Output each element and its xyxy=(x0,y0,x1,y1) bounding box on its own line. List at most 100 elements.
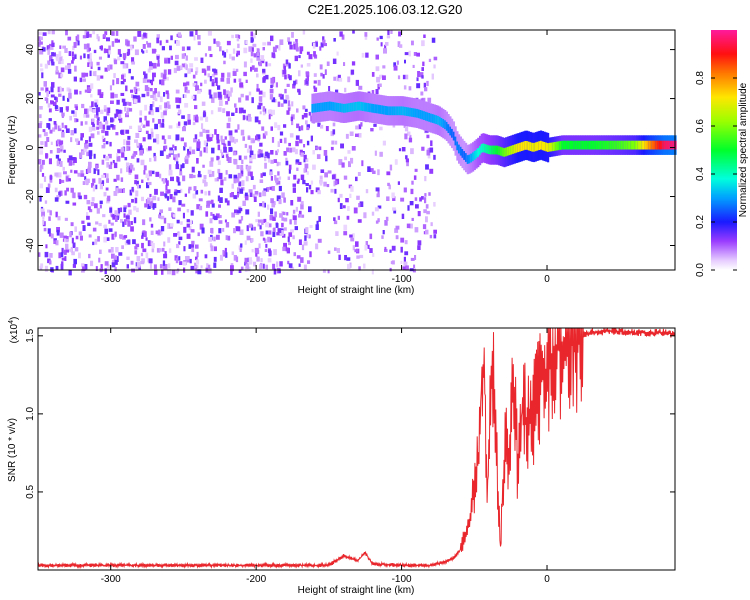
heatmap-noise-cell xyxy=(248,91,252,96)
heatmap-noise-cell xyxy=(108,50,112,55)
heatmap-noise-cell xyxy=(287,100,291,107)
heatmap-noise-cell xyxy=(59,232,64,238)
heatmap-noise-cell xyxy=(262,201,265,208)
heatmap-noise-cell xyxy=(177,207,181,212)
heatmap-noise-cell xyxy=(322,36,325,42)
heatmap-noise-cell xyxy=(416,52,420,57)
heatmap-noise-cell xyxy=(223,52,227,58)
heatmap-noise-cell xyxy=(59,125,63,129)
heatmap-noise-cell xyxy=(317,190,321,195)
heatmap-noise-cell xyxy=(127,165,131,170)
heatmap-noise-cell xyxy=(283,137,287,144)
heatmap-noise-cell xyxy=(106,125,111,130)
heatmap-signal-cell xyxy=(545,142,548,152)
heatmap-signal-cell xyxy=(466,155,469,164)
heatmap-noise-cell xyxy=(413,264,416,269)
heatmap-noise-cell xyxy=(64,190,67,196)
heatmap-noise-cell xyxy=(45,153,48,159)
heatmap-noise-cell xyxy=(377,205,382,209)
heatmap-signal-cell xyxy=(358,101,361,111)
heatmap-noise-cell xyxy=(301,114,304,120)
heatmap-noise-cell xyxy=(198,198,203,202)
heatmap-noise-cell xyxy=(212,213,215,220)
heatmap-noise-cell xyxy=(227,157,232,163)
heatmap-noise-cell xyxy=(90,260,94,267)
heatmap-noise-cell xyxy=(291,120,294,126)
heatmap-noise-cell xyxy=(70,137,73,143)
heatmap-noise-cell xyxy=(330,146,334,151)
heatmap-noise-cell xyxy=(85,140,89,144)
heatmap-signal-cell xyxy=(658,140,661,150)
heatmap-noise-cell xyxy=(149,201,153,206)
heatmap-noise-cell xyxy=(134,139,138,143)
heatmap-noise-cell xyxy=(181,53,185,59)
heatmap-noise-cell xyxy=(58,72,62,79)
heatmap-noise-cell xyxy=(236,193,239,198)
heatmap-noise-cell xyxy=(258,243,261,249)
heatmap-noise-cell xyxy=(75,106,78,111)
heatmap-noise-cell xyxy=(57,216,61,221)
heatmap-noise-cell xyxy=(263,238,267,243)
heatmap-noise-cell xyxy=(136,158,140,163)
heatmap-noise-cell xyxy=(146,200,150,205)
heatmap-noise-cell xyxy=(360,122,363,127)
heatmap-noise-cell xyxy=(64,217,68,221)
heatmap-noise-cell xyxy=(278,45,281,51)
heatmap-noise-cell xyxy=(281,192,285,198)
heatmap-noise-cell xyxy=(207,264,211,270)
heatmap-noise-cell xyxy=(277,149,279,153)
heatmap-signal-cell xyxy=(550,142,553,152)
heatmap-noise-cell xyxy=(206,134,210,139)
heatmap-noise-cell xyxy=(383,48,387,54)
heatmap-noise-cell xyxy=(39,121,43,125)
heatmap-signal-cell xyxy=(442,119,445,128)
heatmap-noise-cell xyxy=(109,141,112,147)
heatmap-noise-cell xyxy=(209,54,213,58)
heatmap-noise-cell xyxy=(167,104,171,109)
heatmap-noise-cell xyxy=(270,208,274,215)
heatmap-signal-cell xyxy=(618,140,621,150)
heatmap-noise-cell xyxy=(140,122,143,127)
heatmap-noise-cell xyxy=(130,260,134,265)
heatmap-noise-cell xyxy=(104,228,108,235)
heatmap-noise-cell xyxy=(424,197,427,204)
heatmap-noise-cell xyxy=(273,227,276,233)
heatmap-noise-cell xyxy=(349,193,352,198)
heatmap-noise-cell xyxy=(267,258,272,263)
heatmap-noise-cell xyxy=(80,173,85,177)
heatmap-noise-cell xyxy=(293,215,297,220)
heatmap-noise-cell xyxy=(58,93,62,97)
heatmap-noise-cell xyxy=(44,200,48,204)
heatmap-noise-cell xyxy=(326,184,330,188)
heatmap-noise-cell xyxy=(61,112,65,117)
heatmap-noise-cell xyxy=(213,246,217,252)
heatmap-noise-cell xyxy=(145,130,149,134)
heatmap-noise-cell xyxy=(96,126,100,130)
heatmap-noise-cell xyxy=(211,147,215,154)
heatmap-signal-cell xyxy=(398,106,401,116)
heatmap-noise-cell xyxy=(60,263,64,270)
heatmap-noise-cell xyxy=(302,105,306,110)
heatmap-noise-cell xyxy=(38,92,41,96)
heatmap-noise-cell xyxy=(56,195,60,200)
heatmap-signal-cell xyxy=(372,104,375,113)
heatmap-noise-cell xyxy=(338,77,343,82)
heatmap-noise-cell xyxy=(309,251,312,258)
heatmap-noise-cell xyxy=(131,61,135,65)
heatmap-noise-cell xyxy=(236,165,240,170)
heatmap-noise-cell xyxy=(75,235,79,240)
heatmap-noise-cell xyxy=(51,40,54,45)
heatmap-noise-cell xyxy=(410,188,414,195)
heatmap-noise-cell xyxy=(384,220,388,226)
heatmap-noise-cell xyxy=(259,96,263,102)
heatmap-noise-cell xyxy=(40,208,45,212)
heatmap-noise-cell xyxy=(155,171,160,177)
heatmap-noise-cell xyxy=(83,53,86,59)
heatmap-noise-cell xyxy=(205,129,210,134)
heatmap-noise-cell xyxy=(208,137,213,142)
heatmap-noise-cell xyxy=(96,208,100,214)
heatmap-noise-cell xyxy=(303,113,308,118)
x-tick-label: 0 xyxy=(544,274,550,285)
heatmap-noise-cell xyxy=(280,94,284,100)
